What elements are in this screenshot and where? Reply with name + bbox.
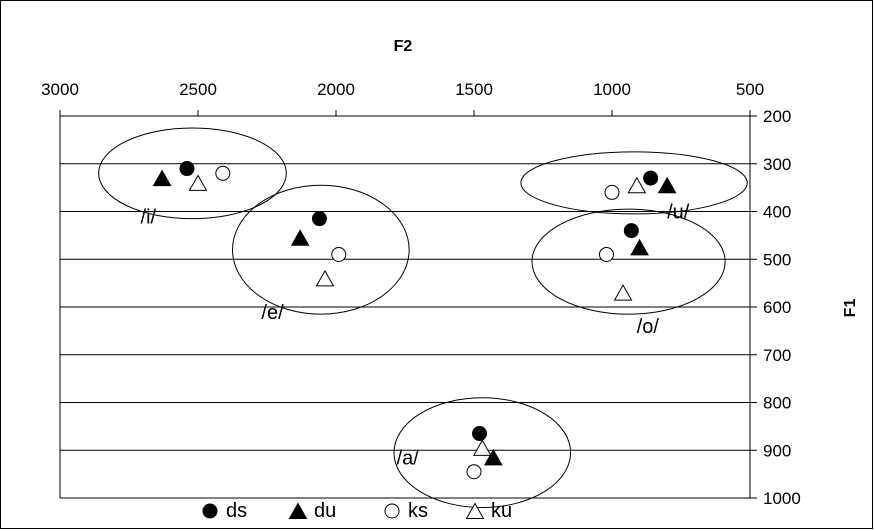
y-tick-label-600: 600	[763, 298, 791, 317]
point-ks-0	[215, 165, 231, 181]
point-du-4	[657, 176, 677, 194]
point-ku-3	[613, 284, 633, 301]
y-tick-label-500: 500	[763, 250, 791, 269]
y-axis-title: F1	[842, 299, 859, 318]
vowel-group-ellipse-2	[393, 397, 572, 509]
x-axis-title: F2	[394, 38, 413, 55]
x-tick-label-1000: 1000	[593, 80, 631, 99]
annotations: /i/ /e/ /a/ /o/ /u/	[141, 202, 690, 470]
legend-label-ds: ds	[226, 500, 247, 522]
point-ku-1	[315, 269, 335, 287]
vowel-groups	[98, 127, 748, 509]
y-tick-label-1000: 1000	[763, 489, 801, 508]
point-ds-4	[643, 170, 659, 186]
vowel-label-2: /a/	[397, 447, 420, 469]
point-ds-3	[623, 223, 639, 239]
vowel-group-ellipse-4	[520, 151, 748, 215]
vowel-label-3: /o/	[637, 316, 660, 338]
axes: 3000 2500 2000 1500 1000 500 200 300 400 500 600 70…	[41, 80, 801, 508]
point-du-3	[630, 238, 649, 256]
y-tick-label-800: 800	[763, 394, 791, 413]
x-tick-label-1500: 1500	[455, 80, 493, 99]
point-du-2	[483, 448, 503, 466]
point-ds-1	[311, 211, 327, 227]
y-tick-label-900: 900	[763, 441, 791, 460]
legend-label-du: du	[314, 500, 336, 522]
point-ku-2	[472, 439, 492, 456]
point-du-0	[152, 169, 172, 187]
data-points	[152, 161, 677, 480]
point-ks-4	[604, 184, 620, 200]
vowel-group-ellipse-1	[232, 184, 410, 315]
point-ds-0	[179, 161, 195, 177]
x-tick-label-500: 500	[736, 80, 764, 99]
y-tick-label-300: 300	[763, 155, 791, 174]
point-ks-1	[331, 246, 347, 262]
legend-marker-du	[288, 502, 308, 519]
point-du-1	[290, 229, 310, 246]
vowel-label-4: /u/	[667, 202, 690, 224]
point-ku-0	[188, 174, 208, 191]
point-ks-3	[598, 246, 614, 262]
legend-marker-ds	[202, 503, 218, 519]
point-ks-2	[466, 464, 482, 480]
gridlines	[60, 115, 750, 499]
legend-label-ks: ks	[408, 500, 428, 522]
vowel-group-ellipse-3	[531, 208, 726, 315]
x-tick-label-2500: 2500	[179, 80, 217, 99]
legend-marker-ks	[384, 503, 400, 519]
vowel-label-1: /e/	[261, 302, 284, 324]
legend-marker-ku	[465, 502, 485, 519]
x-tick-label-2000: 2000	[317, 80, 355, 99]
y-tick-label-400: 400	[763, 203, 791, 222]
x-tick-label-3000: 3000	[41, 80, 79, 99]
y-tick-label-700: 700	[763, 346, 791, 365]
vowel-label-0: /i/	[141, 206, 157, 228]
legend: ds du ks ku	[202, 500, 512, 522]
legend-label-ku: ku	[491, 500, 512, 522]
y-tick-label-200: 200	[763, 107, 791, 126]
point-ds-2	[472, 426, 488, 442]
vowel-group-ellipse-0	[98, 127, 287, 220]
point-ku-4	[627, 176, 647, 194]
